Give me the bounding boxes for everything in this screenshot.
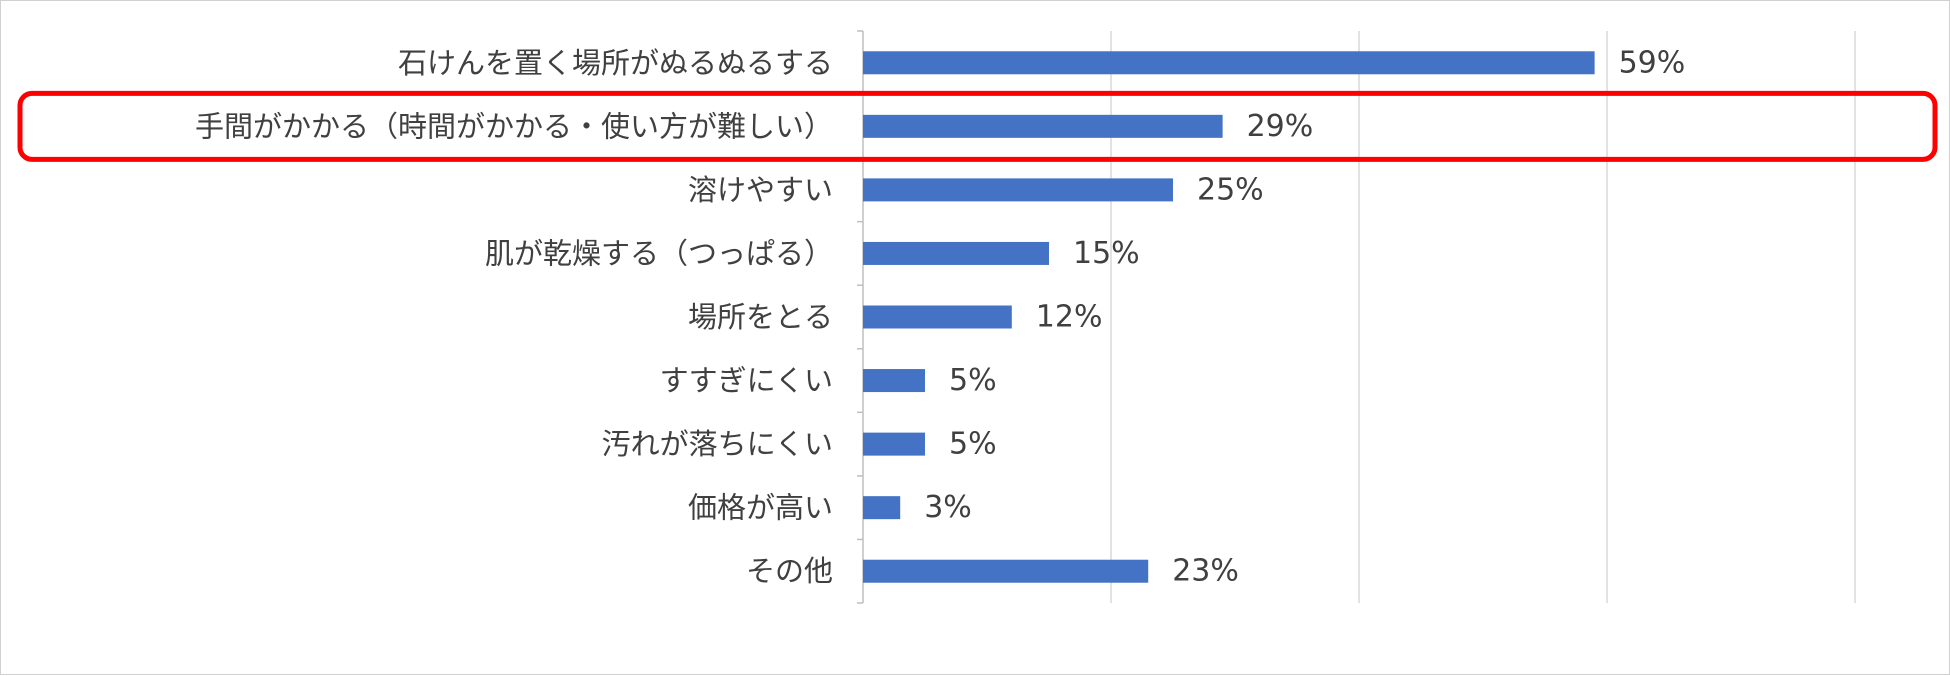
data-label: 25% (1197, 172, 1264, 207)
highlight (17, 90, 1938, 162)
data-label: 59% (1619, 45, 1686, 80)
bar (863, 559, 1149, 583)
data-label: 29% (1247, 109, 1314, 144)
bar (863, 369, 925, 393)
bar (863, 432, 925, 456)
data-label: 3% (924, 490, 972, 525)
category-label: 場所をとる (688, 300, 833, 334)
data-label: 23% (1172, 554, 1239, 589)
bar (863, 178, 1173, 202)
data-label: 15% (1073, 236, 1140, 271)
category-label: 汚れが落ちにくい (602, 427, 833, 461)
category-label: 肌が乾燥する（つっぱる） (485, 236, 833, 270)
data-label: 5% (949, 363, 997, 398)
bars (863, 51, 1595, 583)
category-label: 価格が高い (688, 491, 833, 525)
bar (863, 114, 1223, 138)
data-label: 12% (1036, 300, 1103, 335)
highlight-box (17, 90, 1938, 162)
category-label: すすぎにくい (660, 364, 833, 398)
category-label: その他 (746, 554, 833, 588)
category-label: 手間がかかる（時間がかかる・使い方が難しい） (195, 109, 833, 143)
bar (863, 496, 901, 520)
data-label: 5% (949, 427, 997, 462)
category-label: 溶けやすい (688, 173, 833, 207)
value-labels: 59% 29% 25% 15% 12% 5% 5% 3% 23% (924, 45, 1685, 588)
bar (863, 305, 1012, 329)
bar (863, 241, 1049, 265)
category-label: 石けんを置く場所がぬるぬるする (398, 46, 833, 80)
bar (863, 51, 1595, 75)
